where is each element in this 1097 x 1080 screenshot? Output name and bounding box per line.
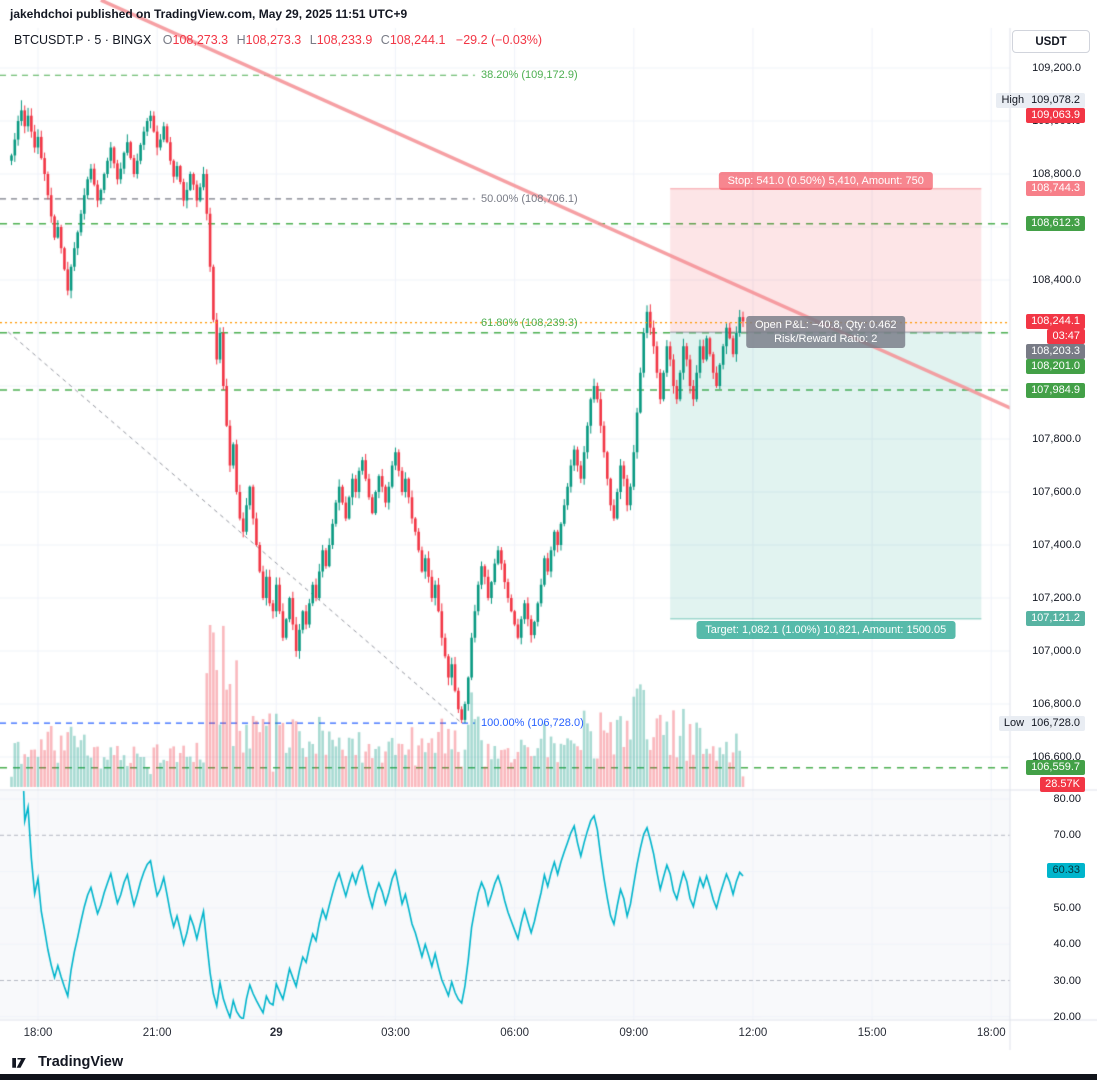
change-value: −29.2 (−0.03%) (455, 33, 543, 47)
low-label: L (309, 33, 317, 47)
open-value: 108,273.3 (172, 33, 229, 47)
bottom-bar (0, 1074, 1097, 1080)
currency-toggle-button[interactable]: USDT (1012, 30, 1090, 53)
open-label: O (162, 33, 173, 47)
position-pnl-label[interactable]: Open P&L: −40.8, Qty: 0.462 Risk/Reward R… (745, 316, 906, 349)
tradingview-footer-link[interactable]: TradingView (10, 1050, 123, 1074)
tradingview-logo-icon (12, 1057, 26, 1068)
price-axis[interactable] (1010, 28, 1097, 1020)
time-axis[interactable] (0, 1020, 1010, 1050)
close-label: C (380, 33, 390, 47)
position-target-label[interactable]: Target: 1,082.1 (1.00%) 10,821, Amount: … (696, 620, 956, 639)
tradingview-wordmark: TradingView (38, 1054, 124, 1070)
position-stop-label[interactable]: Stop: 541.0 (0.50%) 5,410, Amount: 750 (718, 171, 933, 190)
close-value: 108,244.1 (389, 33, 446, 47)
publish-text: jakehdchoi published on TradingView.com,… (10, 7, 408, 21)
high-label: H (236, 33, 246, 47)
symbol-title: BTCUSDT.P · 5 · BINGX (14, 33, 152, 47)
publish-attribution: jakehdchoi published on TradingView.com,… (10, 7, 407, 21)
low-value: 108,233.9 (316, 33, 373, 47)
symbol-legend: BTCUSDT.P · 5 · BINGX O108,273.3 H108,27… (14, 33, 542, 47)
high-value: 108,273.3 (245, 33, 302, 47)
